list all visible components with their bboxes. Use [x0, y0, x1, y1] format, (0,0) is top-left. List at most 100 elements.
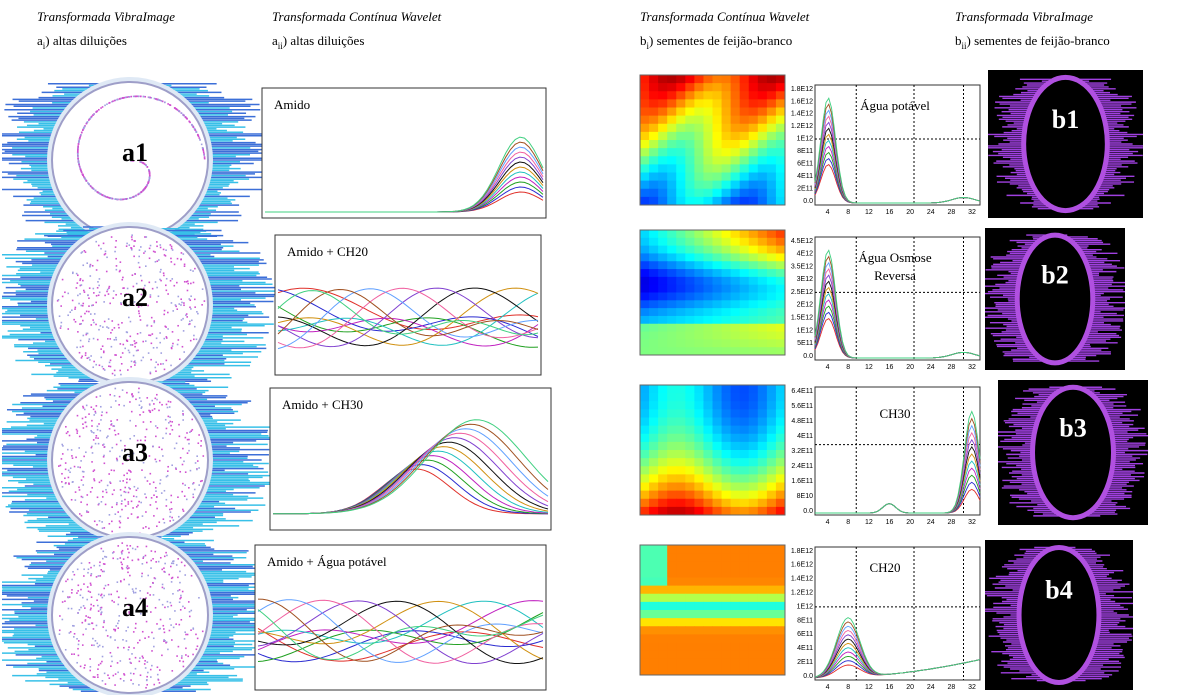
heat-cell [748, 569, 759, 578]
heat-cell [676, 569, 686, 578]
heat-cell [739, 188, 750, 198]
dot [94, 640, 97, 642]
dot [163, 254, 166, 256]
heat-cell [703, 188, 713, 198]
heat-cell [775, 83, 786, 92]
heat-frame [639, 74, 786, 206]
heat-cell [649, 99, 659, 108]
dot [111, 446, 114, 449]
dot [177, 339, 180, 341]
dot [128, 304, 130, 307]
heat-cell [703, 634, 713, 643]
heat-cell [676, 561, 686, 570]
dot [196, 460, 199, 462]
dot [82, 633, 85, 636]
dot [101, 655, 104, 658]
heat-cell [703, 83, 713, 92]
heat-cell [694, 164, 704, 173]
dot [119, 269, 121, 272]
heat-cell [739, 284, 750, 293]
dot [153, 408, 156, 410]
dot [116, 590, 118, 593]
dot [189, 121, 191, 124]
dot [179, 608, 182, 611]
dot [86, 121, 89, 123]
heat-cell [658, 323, 668, 333]
dot [135, 425, 137, 427]
dot [105, 629, 107, 632]
dot [73, 465, 76, 468]
dot [118, 395, 121, 398]
dot [88, 562, 91, 564]
heat-cell [712, 490, 723, 500]
dot [121, 549, 124, 552]
subtitle-part: ) altas diluições [45, 33, 127, 48]
dot [76, 151, 79, 153]
dot [171, 464, 173, 467]
dot [130, 513, 133, 515]
dot [83, 575, 85, 577]
heat-cell [694, 466, 704, 475]
dot [79, 323, 81, 325]
dot [172, 626, 175, 629]
dot [154, 397, 157, 400]
header-title: Transformada Contínua Wavelet [640, 9, 810, 24]
heat-cell [694, 308, 704, 317]
heat-cell [658, 284, 668, 293]
heat-cell [712, 140, 723, 149]
dot [58, 633, 61, 635]
dot [165, 249, 167, 251]
heat-cell [676, 123, 686, 133]
heat-cell [739, 148, 750, 157]
dot [104, 104, 106, 107]
heat-cell [658, 417, 668, 427]
dot [77, 149, 79, 151]
heat-cell [703, 666, 713, 676]
dot [101, 521, 103, 523]
dot [111, 197, 113, 200]
dot [69, 471, 71, 474]
dot [110, 469, 113, 472]
dot [171, 331, 174, 333]
dot [111, 520, 113, 523]
heat-cell [640, 339, 650, 348]
dot [143, 455, 146, 457]
heat-cell [766, 482, 777, 492]
x-tick-label: 20 [906, 209, 914, 216]
dot [165, 427, 168, 430]
dot [138, 397, 141, 399]
heat-cell [658, 601, 668, 611]
heat-cell [658, 123, 668, 133]
dot [132, 395, 134, 397]
dot [121, 568, 124, 570]
heat-cell [748, 196, 759, 206]
dot [182, 660, 185, 663]
dot [158, 598, 161, 601]
heat-cell [748, 618, 759, 627]
dot [152, 481, 155, 484]
dot [98, 284, 100, 287]
heat-cell [658, 245, 668, 254]
heat-cell [748, 490, 759, 500]
dot [110, 236, 113, 238]
dot [195, 633, 197, 636]
dot [76, 153, 79, 156]
heat-cell [766, 585, 777, 595]
dot [105, 491, 108, 494]
heat-cell [649, 498, 659, 508]
heat-cell [766, 433, 777, 443]
dot [144, 637, 146, 639]
dot [82, 345, 84, 348]
heat-cell [685, 269, 695, 278]
heat-cell [730, 164, 741, 173]
dot [105, 488, 107, 491]
dot [149, 411, 152, 414]
dot [110, 331, 112, 334]
heat-cell [649, 331, 659, 340]
heat-cell [748, 450, 759, 459]
dot [121, 508, 123, 511]
dot [150, 550, 153, 552]
heat-cell [667, 331, 677, 340]
heat-cell [739, 569, 750, 578]
heat-cell [694, 626, 704, 635]
